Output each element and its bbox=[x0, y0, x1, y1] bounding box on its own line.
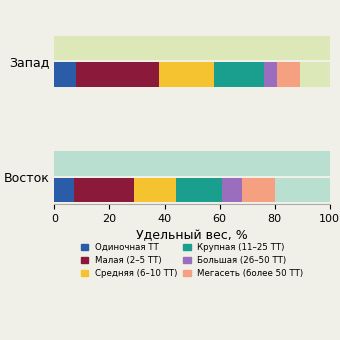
Bar bbox=[222, 178, 242, 202]
Bar bbox=[54, 62, 76, 87]
Legend: Одиночная ТТ, Малая (2–5 ТТ), Средняя (6–10 ТТ), Крупная (11–25 ТТ), Большая (26: Одиночная ТТ, Малая (2–5 ТТ), Средняя (6… bbox=[81, 243, 304, 278]
X-axis label: Удельный вес, %: Удельный вес, % bbox=[136, 229, 248, 242]
Bar bbox=[242, 178, 275, 202]
Bar bbox=[54, 151, 330, 176]
Bar bbox=[74, 178, 134, 202]
Bar bbox=[134, 178, 175, 202]
Bar bbox=[264, 62, 277, 87]
Bar bbox=[54, 36, 330, 60]
Bar bbox=[175, 178, 222, 202]
Bar bbox=[277, 62, 300, 87]
Bar bbox=[159, 62, 214, 87]
Bar bbox=[54, 178, 330, 202]
Bar bbox=[54, 62, 330, 87]
Bar bbox=[214, 62, 264, 87]
Bar bbox=[76, 62, 159, 87]
Bar bbox=[54, 178, 74, 202]
